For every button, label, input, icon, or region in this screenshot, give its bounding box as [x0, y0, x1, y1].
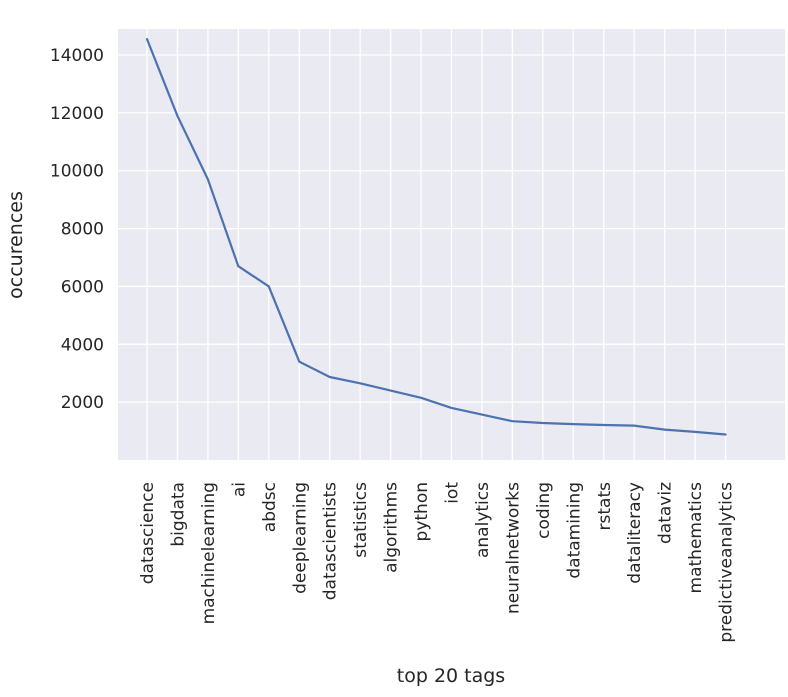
y-tick-label: 12000 [50, 104, 104, 124]
x-tick-label: statistics [351, 482, 371, 558]
x-tick-label: datascientists [321, 482, 341, 600]
x-tick-label: python [412, 482, 432, 541]
x-tick-label: bigdata [168, 482, 188, 547]
y-gridlines [118, 54, 785, 403]
x-tick-label: dataliteracy [625, 482, 645, 584]
x-tick-label: predictiveanalytics [717, 482, 737, 643]
y-axis-label: occurences [5, 191, 27, 299]
x-gridlines [146, 29, 727, 460]
x-tick-label: datascience [138, 482, 158, 584]
x-tick-label: analytics [473, 482, 493, 558]
y-tick-labels: 2000 4000 6000 8000 10000 12000 14000 [50, 46, 104, 413]
x-tick-label: dataviz [656, 482, 676, 544]
x-tick-label: mathematics [686, 482, 706, 594]
x-tick-label: datamining [564, 482, 584, 579]
x-tick-label: ai [229, 482, 249, 497]
x-tick-label: iot [443, 482, 463, 504]
x-tick-label: neuralnetworks [503, 482, 523, 614]
x-tick-label: algorithms [382, 482, 402, 573]
series-line [145, 38, 727, 436]
y-tick-label: 10000 [50, 162, 104, 182]
x-tick-label: coding [534, 482, 554, 539]
x-tick-label: rstats [595, 482, 615, 531]
y-tick-label: 8000 [61, 220, 104, 240]
x-tick-labels: datascience bigdata machinelearning ai abdsc… [138, 482, 737, 643]
y-tick-label: 14000 [50, 46, 104, 66]
y-tick-label: 4000 [61, 335, 104, 355]
x-axis-label: top 20 tags [397, 665, 505, 687]
y-tick-label: 6000 [61, 277, 104, 297]
x-tick-label: deeplearning [290, 482, 310, 594]
y-tick-label: 2000 [61, 393, 104, 413]
x-tick-label: abdsc [260, 482, 280, 532]
x-tick-label: machinelearning [199, 482, 219, 624]
